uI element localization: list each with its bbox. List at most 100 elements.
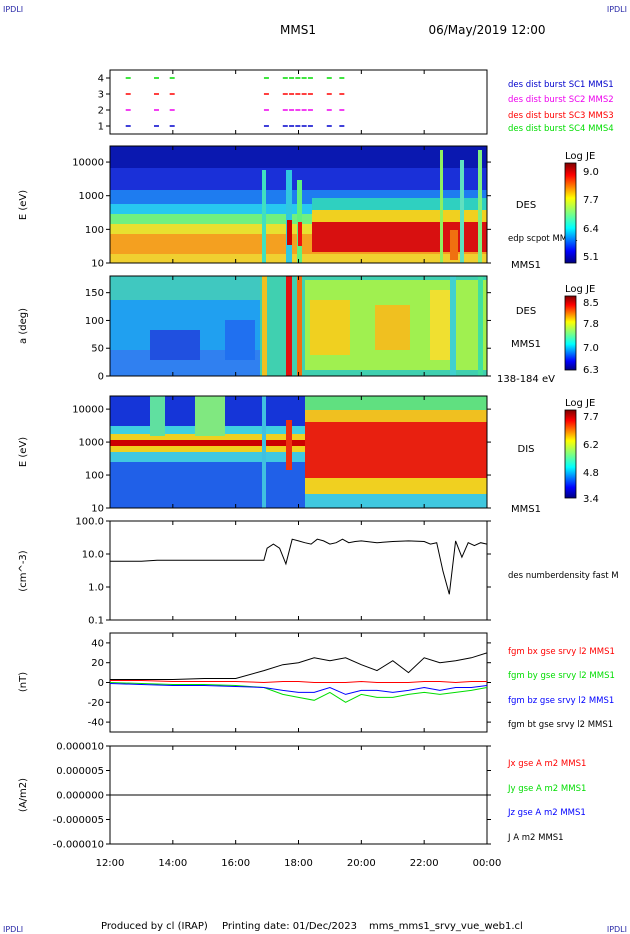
des-energy-colorbar-tick: 5.1 bbox=[583, 252, 599, 263]
des-pitch-colorbar-tick: 6.3 bbox=[583, 365, 599, 376]
des-energy-tick-label: 100 bbox=[85, 225, 104, 236]
time-tick-label: 14:00 bbox=[158, 858, 187, 869]
burst-legend-entry: des dist burst SC4 MMS4 bbox=[508, 124, 614, 134]
des-energy-tick-label: 10000 bbox=[72, 158, 104, 169]
fgm-series-line bbox=[110, 682, 487, 703]
density-tick-label: 0.1 bbox=[88, 616, 104, 627]
dis-energy-tick-label: 100 bbox=[85, 471, 104, 482]
des-pitch-spectrogram bbox=[110, 276, 487, 376]
des-pitch-colorbar-tick: 7.8 bbox=[583, 319, 599, 330]
des-energy-spectrogram bbox=[110, 146, 487, 263]
corner-label-top-right: IPDLI bbox=[607, 5, 627, 14]
des-energy-panel: 10 100 1000 10000 E (eV) DES edp scpot MMS1… bbox=[18, 145, 599, 271]
dis-energy-colorbar-tick: 7.7 bbox=[583, 412, 599, 423]
des-pitch-ylabel: a (deg) bbox=[18, 308, 29, 344]
current-legend-entry: J A m2 MMS1 bbox=[507, 833, 564, 843]
fgm-tick-label: 40 bbox=[91, 638, 104, 649]
des-energy-colorbar-title: Log JE bbox=[565, 151, 595, 162]
density-tick-label: 100.0 bbox=[75, 517, 104, 528]
time-axis: 12:00 14:00 16:00 18:00 20:00 22:00 00:00 bbox=[96, 70, 502, 869]
current-legend: Jx gse A m2 MMS1 Jy gse A m2 MMS1 Jz gse A… bbox=[507, 759, 586, 843]
des-pitch-colorbar-title: Log JE bbox=[565, 284, 595, 295]
current-y-ticks: -0.000010 -0.000005 0.000000 0.000005 0.0000… bbox=[53, 742, 491, 851]
time-tick-label: 00:00 bbox=[473, 858, 502, 869]
spacecraft-title: MMS1 bbox=[280, 23, 316, 37]
dis-energy-colorbar-tick: 4.8 bbox=[583, 468, 599, 479]
density-panel: 0.1 1.0 10.0 100.0 (cm^-3) des numberdensit… bbox=[18, 517, 619, 627]
des-pitch-label: DES bbox=[516, 306, 536, 317]
time-tick-label: 20:00 bbox=[347, 858, 376, 869]
density-series-line bbox=[110, 538, 487, 595]
des-pitch-colorbar-tick: 7.0 bbox=[583, 343, 599, 354]
current-ylabel: (A/m2) bbox=[18, 778, 29, 812]
des-pitch-energy-band: 138-184 eV bbox=[497, 374, 555, 385]
fgm-y-ticks: -40 -20 0 20 40 bbox=[88, 638, 491, 729]
burst-legend-entry: des dist burst SC1 MMS1 bbox=[508, 80, 614, 90]
dis-energy-colorbar-bar bbox=[564, 409, 577, 499]
time-tick-label: 22:00 bbox=[410, 858, 439, 869]
footer-printing-date: Printing date: 01/Dec/2023 bbox=[222, 921, 357, 932]
current-legend-entry: Jx gse A m2 MMS1 bbox=[507, 759, 586, 769]
burst-marks bbox=[125, 77, 345, 127]
fgm-tick-label: -20 bbox=[88, 698, 104, 709]
des-energy-y-ticks: 10 100 1000 10000 bbox=[72, 158, 491, 270]
time-tick-label: 12:00 bbox=[96, 858, 125, 869]
des-energy-ylabel: E (eV) bbox=[18, 190, 29, 220]
density-series-label: des numberdensity fast M bbox=[508, 571, 619, 581]
footer-filename: mms_mms1_srvy_vue_web1.cl bbox=[369, 921, 523, 932]
density-frame bbox=[109, 520, 488, 621]
fgm-frame bbox=[109, 632, 488, 733]
des-energy-colorbar-tick: 7.7 bbox=[583, 195, 599, 206]
des-pitch-panel: 0 50 100 150 a (deg) DES MMS1 138-184 eV Lo… bbox=[18, 275, 599, 385]
fgm-legend: fgm bx gse srvy l2 MMS1 fgm by gse srvy l… bbox=[508, 647, 615, 730]
current-tick-label: -0.000005 bbox=[53, 815, 104, 826]
burst-tick-label: 2 bbox=[98, 106, 104, 117]
des-energy-tick-label: 1000 bbox=[79, 191, 104, 202]
burst-tick-label: 4 bbox=[98, 74, 104, 85]
des-energy-sc-label: MMS1 bbox=[511, 260, 541, 271]
fgm-legend-entry: fgm bx gse srvy l2 MMS1 bbox=[508, 647, 615, 657]
density-ylabel: (cm^-3) bbox=[18, 550, 29, 591]
current-tick-label: 0.000005 bbox=[56, 766, 104, 777]
dis-energy-sc-label: MMS1 bbox=[511, 504, 541, 515]
des-energy-colorbar-bar bbox=[564, 162, 577, 264]
dis-energy-tick-label: 1000 bbox=[79, 438, 104, 449]
fgm-legend-entry: fgm bt gse srvy l2 MMS1 bbox=[508, 720, 613, 730]
fgm-series-line bbox=[110, 683, 487, 695]
burst-tick-label: 3 bbox=[98, 90, 104, 101]
fgm-series-line bbox=[110, 680, 487, 684]
corner-label-top-left: IPDLI bbox=[3, 5, 23, 14]
dis-energy-colorbar-tick: 3.4 bbox=[583, 494, 599, 505]
dis-energy-colorbar-tick: 6.2 bbox=[583, 440, 599, 451]
footer-produced-by: Produced by cl (IRAP) bbox=[101, 921, 208, 932]
des-pitch-colorbar: Log JE 8.5 7.8 7.0 6.3 bbox=[564, 284, 599, 376]
des-energy-colorbar-tick: 9.0 bbox=[583, 167, 599, 178]
des-energy-colorbar: Log JE 9.0 7.7 6.4 5.1 bbox=[564, 151, 599, 264]
fgm-series-line bbox=[110, 652, 487, 680]
des-energy-colorbar-tick: 6.4 bbox=[583, 224, 599, 235]
des-pitch-tick-label: 100 bbox=[85, 316, 104, 327]
current-legend-entry: Jy gse A m2 MMS1 bbox=[507, 784, 586, 794]
fgm-legend-entry: fgm by gse srvy l2 MMS1 bbox=[508, 671, 615, 681]
burst-panel-frame bbox=[109, 69, 488, 135]
des-pitch-y-ticks: 0 50 100 150 bbox=[85, 288, 491, 383]
des-pitch-tick-label: 0 bbox=[98, 372, 104, 383]
des-pitch-tick-label: 50 bbox=[91, 344, 104, 355]
burst-legend: des dist burst SC1 MMS1 des dist burst SC… bbox=[508, 80, 614, 134]
current-tick-label: -0.000010 bbox=[53, 840, 104, 851]
fgm-tick-label: 20 bbox=[91, 658, 104, 669]
des-energy-overlay-label: edp scpot MMS1 bbox=[508, 234, 578, 244]
fgm-panel: -40 -20 0 20 40 (nT) fgm bx gse srvy l2 MMS1… bbox=[18, 632, 615, 733]
fgm-tick-label: -40 bbox=[88, 718, 104, 729]
dis-energy-y-ticks: 10 100 1000 10000 bbox=[72, 405, 491, 515]
datetime-title: 06/May/2019 12:00 bbox=[428, 23, 545, 37]
des-pitch-colorbar-tick: 8.5 bbox=[583, 298, 599, 309]
fgm-ylabel: (nT) bbox=[18, 672, 29, 692]
current-panel: -0.000010 -0.000005 0.000000 0.000005 0.0000… bbox=[18, 742, 586, 851]
current-tick-label: 0.000000 bbox=[56, 791, 104, 802]
burst-tick-label: 1 bbox=[98, 122, 104, 133]
dis-energy-panel: 10 100 1000 10000 E (eV) DIS MMS1 Log JE 7.… bbox=[18, 395, 599, 515]
dis-energy-spectrogram bbox=[110, 396, 487, 508]
